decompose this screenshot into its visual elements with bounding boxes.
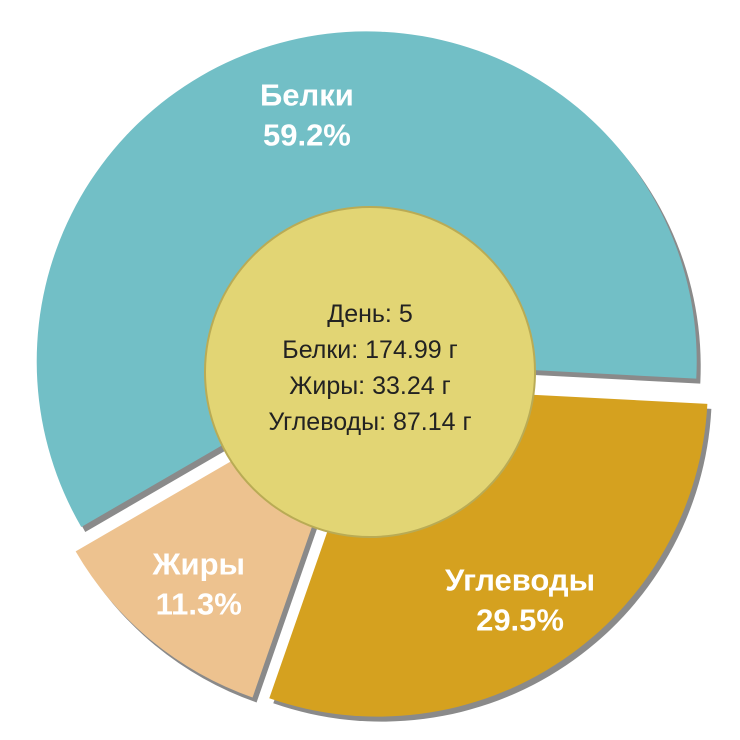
slice-labels: Белки 59.2% Жиры 11.3% Углеводы 29.5% (152, 77, 596, 637)
slice-label: Белки (260, 77, 354, 112)
center-line: Углеводы: 87.14 г (268, 408, 471, 436)
center-circle (204, 206, 536, 538)
center-line: Белки: 174.99 г (282, 336, 457, 364)
slice-label: Углеводы (445, 562, 595, 597)
slice-value-label: 29.5% (476, 602, 564, 637)
center-line: Жиры: 33.24 г (289, 372, 450, 400)
slice-label: Жиры (152, 546, 246, 581)
slice-value-label: 59.2% (263, 117, 351, 152)
center-info: День: 5 Белки: 174.99 г Жиры: 33.24 г Углев… (268, 300, 471, 436)
center-line: День: 5 (327, 300, 412, 328)
slice-value-label: 11.3% (156, 586, 242, 621)
